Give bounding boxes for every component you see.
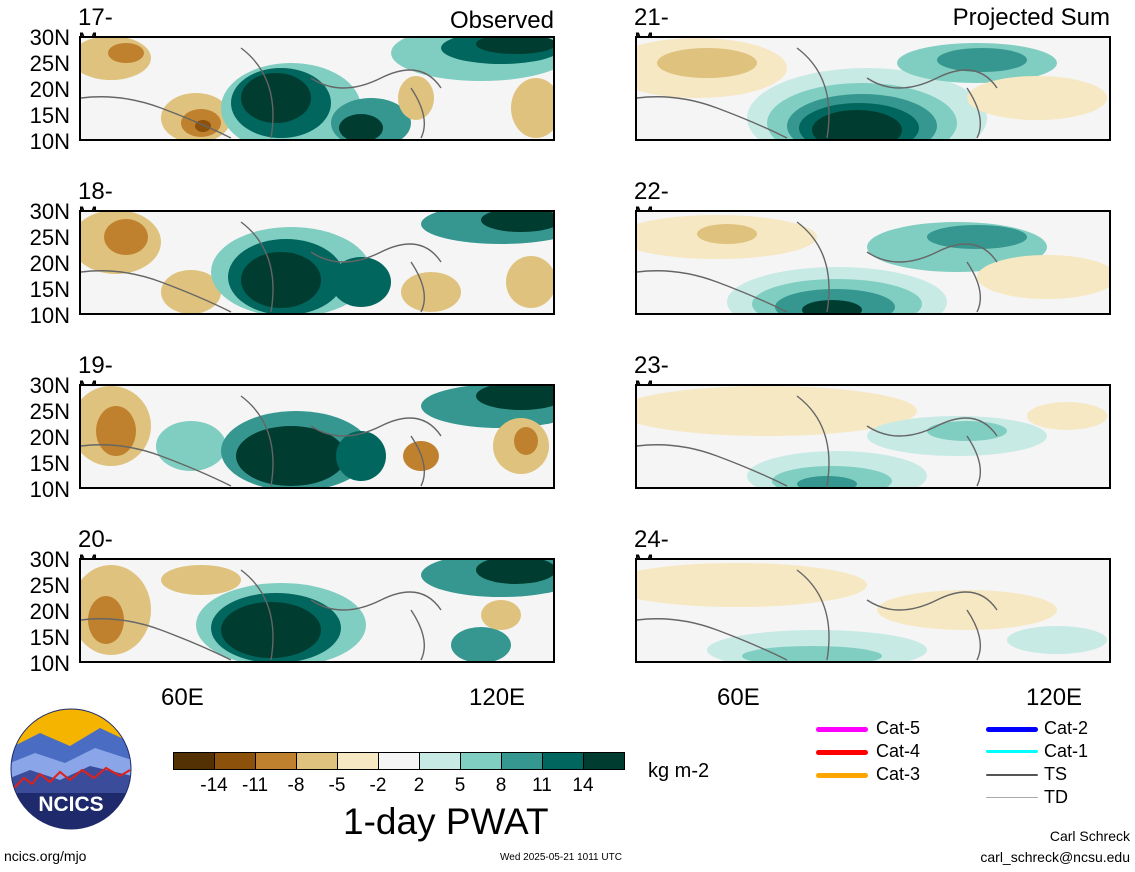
lon-tick: 120E — [469, 684, 526, 711]
lat-tick: 15N — [29, 103, 70, 128]
colorbar-swatch — [173, 752, 215, 770]
legend-label-ts: TS — [1044, 764, 1068, 784]
map-panel-17-may — [79, 36, 555, 141]
colorbar-title: 1-day PWAT — [343, 801, 549, 842]
lat-tick: 25N — [29, 399, 70, 424]
legend-line-cat5 — [816, 727, 868, 732]
colorbar-swatch — [542, 752, 584, 770]
map-panel-18-may — [79, 210, 555, 315]
legend-label-cat3: Cat-3 — [876, 764, 921, 784]
lat-tick: 20N — [29, 251, 70, 276]
colorbar-label: 14 — [572, 775, 594, 796]
lat-tick: 20N — [29, 77, 70, 102]
colorbar-units: kg m-2 — [648, 760, 710, 782]
legend-label-cat5: Cat-5 — [876, 718, 921, 738]
colorbar-swatch — [501, 752, 543, 770]
colorbar-swatch — [460, 752, 502, 770]
colorbar-label: -14 — [200, 775, 228, 796]
colorbar-labels: -14 -11 -8 -5 -2 2 5 8 11 14 — [173, 776, 633, 798]
lat-tick: 30N — [29, 199, 70, 224]
footer-timestamp: Wed 2025-05-21 1011 UTC — [500, 852, 622, 863]
projected-sum-label: Projected Sum — [952, 4, 1110, 31]
map-panel-22-may — [635, 210, 1111, 315]
colorbar-label: -2 — [369, 775, 387, 796]
colorbar-label: -8 — [287, 775, 305, 796]
colorbar-label: 2 — [413, 775, 425, 796]
map-panel-21-may — [635, 36, 1111, 141]
colorbar-swatch — [214, 752, 256, 770]
map-panel-20-may — [79, 558, 555, 663]
lat-tick: 10N — [29, 651, 70, 676]
colorbar-swatch — [378, 752, 420, 770]
legend-line-cat4 — [816, 750, 868, 755]
legend-line-cat2 — [986, 727, 1038, 732]
legend-label-td: TD — [1044, 787, 1068, 807]
lat-tick: 25N — [29, 51, 70, 76]
legend-line-cat3 — [816, 773, 868, 778]
colorbar-swatch — [337, 752, 379, 770]
colorbar-label: 5 — [454, 775, 466, 796]
lon-tick: 60E — [161, 684, 204, 711]
ncics-logo-text: NCICS — [38, 793, 103, 816]
legend-line-ts — [986, 774, 1038, 776]
lat-tick: 15N — [29, 277, 70, 302]
colorbar-swatch — [419, 752, 461, 770]
colorbar-label: 11 — [532, 775, 552, 796]
lon-tick: 120E — [1026, 684, 1083, 711]
lat-tick: 20N — [29, 599, 70, 624]
footer-email[interactable]: carl_schreck@ncsu.edu — [980, 849, 1130, 865]
lat-tick: 25N — [29, 573, 70, 598]
lat-tick: 20N — [29, 425, 70, 450]
lat-tick: 15N — [29, 451, 70, 476]
colorbar-swatch — [583, 752, 625, 770]
observed-label: Observed — [449, 7, 554, 34]
lat-tick: 10N — [29, 303, 70, 328]
lat-tick: 25N — [29, 225, 70, 250]
legend-label-cat4: Cat-4 — [876, 741, 921, 761]
footer-author: Carl Schreck — [1049, 828, 1130, 844]
lat-tick: 15N — [29, 625, 70, 650]
map-panel-23-may — [635, 384, 1111, 489]
colorbar-label: -11 — [241, 775, 269, 796]
map-panel-19-may — [79, 384, 555, 489]
legend-line-cat1 — [986, 750, 1038, 753]
lon-tick: 60E — [717, 684, 760, 711]
legend-line-td — [986, 797, 1038, 798]
legend-label-cat2: Cat-2 — [1044, 718, 1089, 738]
footer-url[interactable]: ncics.org/mjo — [4, 848, 87, 864]
lat-tick: 10N — [29, 477, 70, 502]
colorbar — [173, 752, 627, 770]
colorbar-label: -5 — [328, 775, 346, 796]
map-panel-24-may — [635, 558, 1111, 663]
colorbar-swatch — [255, 752, 297, 770]
legend-label-cat1: Cat-1 — [1044, 741, 1089, 761]
colorbar-swatch — [296, 752, 338, 770]
ncics-logo[interactable]: NCICS — [10, 708, 132, 830]
lat-tick: 30N — [29, 25, 70, 50]
colorbar-label: 8 — [495, 775, 507, 796]
lat-tick: 30N — [29, 547, 70, 572]
lat-tick: 10N — [29, 129, 70, 154]
lat-tick: 30N — [29, 373, 70, 398]
